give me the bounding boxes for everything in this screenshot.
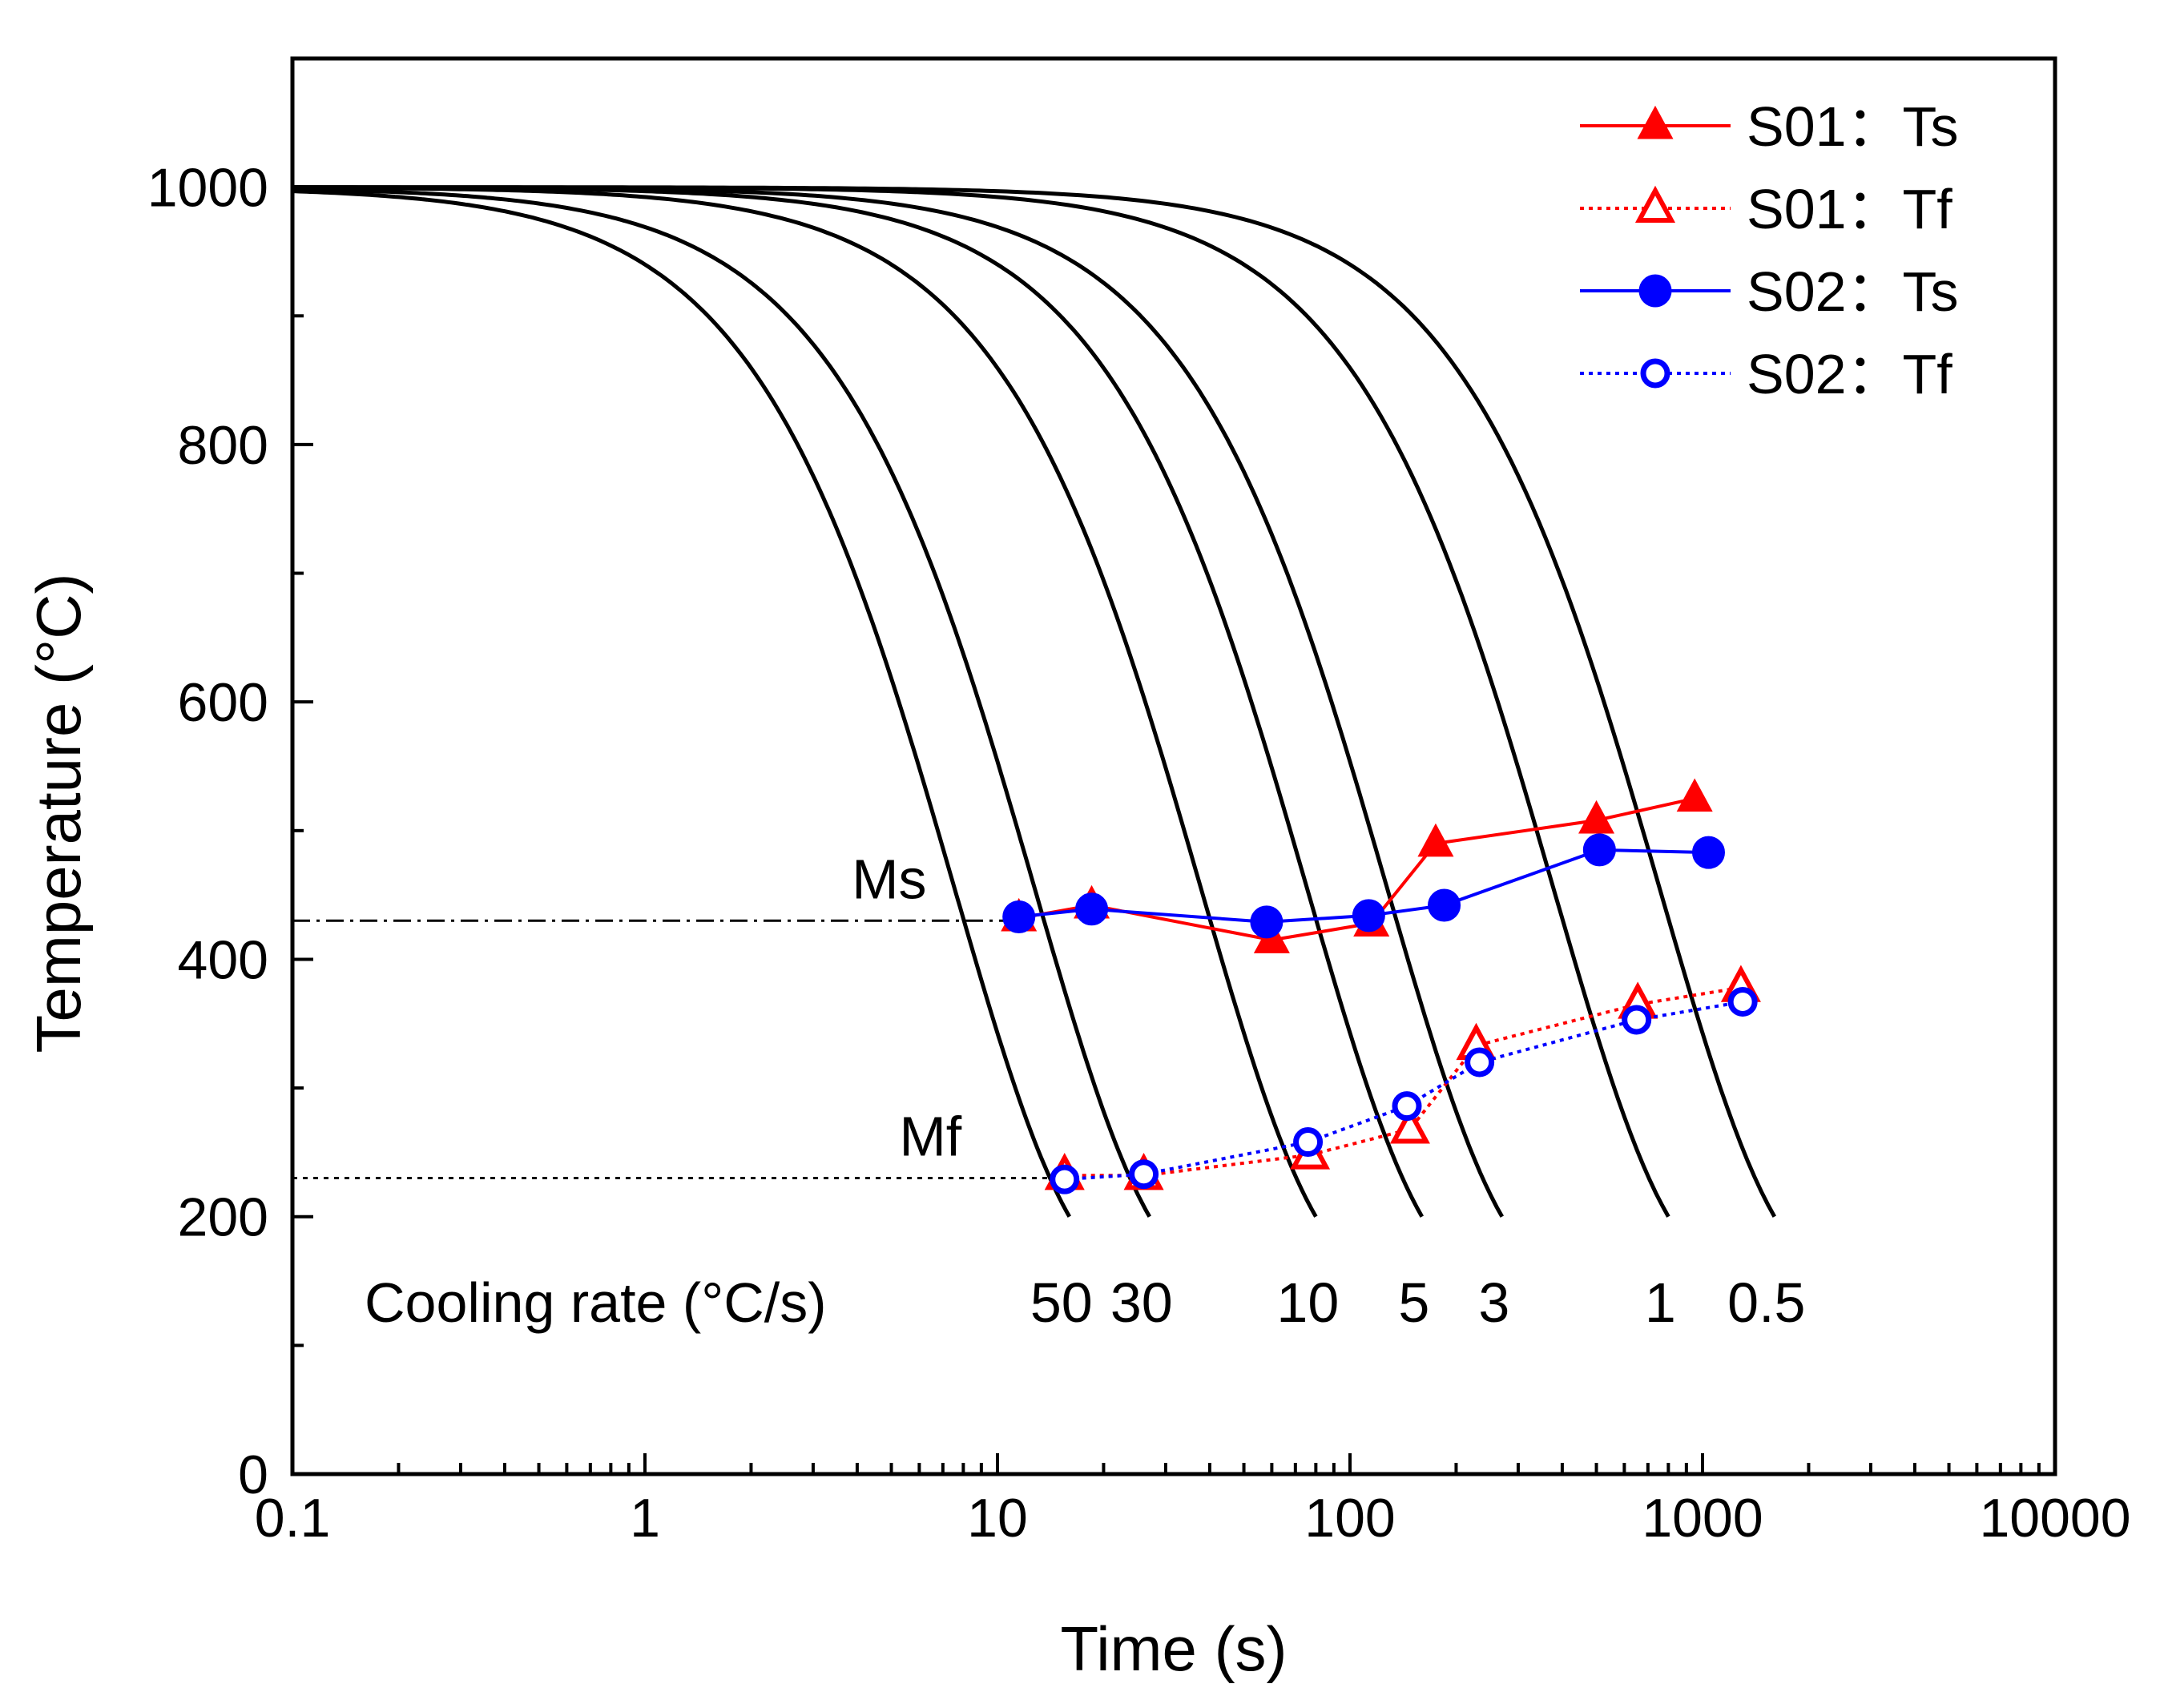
x-tick-label: 1000: [1642, 1488, 1763, 1549]
x-tick-label: 100: [1304, 1488, 1395, 1549]
data-point: [1250, 905, 1284, 939]
data-point: [1622, 1005, 1652, 1035]
data-point: [1002, 900, 1036, 933]
data-point: [1389, 1106, 1430, 1144]
y-tick-label: 1000: [147, 158, 268, 219]
cooling-rate-value-label: 50: [1030, 1271, 1093, 1334]
data-point: [1417, 823, 1454, 857]
cooling-rate-value-label: 10: [1276, 1271, 1339, 1334]
plot-frame: [290, 56, 2057, 1476]
y-tick-label: 400: [178, 929, 268, 990]
y-axis-label: Temperature (°C): [23, 573, 94, 1053]
cooling-rate-label: Cooling rate (°C/s): [365, 1271, 827, 1334]
data-point: [1352, 899, 1385, 933]
cooling-curve-0_5: [292, 185, 1776, 1218]
legend-label: S02：Ts: [1747, 260, 1959, 323]
x-tick-label: 10000: [1979, 1488, 2130, 1549]
cooling-rate-value-label: 0.5: [1727, 1271, 1805, 1334]
data-point: [1428, 888, 1461, 922]
data-point: [1582, 833, 1616, 867]
legend-entry: S01：Tf: [1580, 178, 1952, 240]
data-point: [1392, 1091, 1422, 1122]
cooling-rate-value-label: 3: [1478, 1271, 1509, 1334]
cooling-rate-value-label: 30: [1110, 1271, 1173, 1334]
legend-entry: S02：Tf: [1580, 343, 1952, 405]
data-point: [1691, 836, 1725, 869]
data-point: [1727, 986, 1758, 1017]
legend-marker: [1640, 358, 1670, 389]
legend-entry: S01：Ts: [1580, 95, 1959, 158]
cooling-curves: 50 30 10 5 3 1 0.5: [292, 185, 1805, 1334]
legend-marker: [1634, 185, 1676, 223]
x-tick-label: 0.1: [255, 1488, 331, 1549]
legend-label: S02：Tf: [1747, 343, 1952, 405]
ref-label-mf: Mf: [899, 1106, 961, 1168]
reference-lines: Ms Mf: [292, 848, 1060, 1180]
y-tick-label: 200: [178, 1187, 268, 1248]
series-1: [1044, 965, 1761, 1190]
legend-label: S01：Ts: [1747, 95, 1959, 158]
data-point: [1129, 1159, 1159, 1190]
ref-label-ms: Ms: [852, 848, 926, 910]
legend-label: S01：Tf: [1747, 178, 1952, 240]
x-tick-label: 1: [630, 1488, 660, 1549]
data-point: [1465, 1047, 1495, 1078]
cooling-rate-value-label: 5: [1398, 1271, 1429, 1334]
x-tick-label: 10: [967, 1488, 1028, 1549]
data-point: [1075, 892, 1109, 926]
series-3: [1050, 986, 1758, 1194]
data-point: [1293, 1127, 1324, 1158]
legend: S01：Ts S01：Tf S02：Ts S02：Tf: [1580, 95, 1959, 405]
y-tick-label: 600: [178, 672, 268, 733]
data-point: [1578, 800, 1615, 834]
legend-marker: [1638, 274, 1672, 308]
y-tick-label: 800: [178, 415, 268, 476]
y-tick-label: 0: [238, 1444, 268, 1505]
legend-entry: S02：Ts: [1580, 260, 1959, 323]
data-point: [1050, 1164, 1080, 1194]
series-2: [1002, 833, 1725, 939]
cooling-rate-value-label: 1: [1645, 1271, 1676, 1334]
data-point: [1676, 778, 1713, 812]
cooling-curve-30: [292, 187, 1151, 1218]
cooling-curve-50: [292, 189, 1071, 1218]
legend-marker: [1637, 105, 1674, 139]
axes: 0.1 1 10 100 1000 10000 0 200 400 600 800 1000: [147, 56, 2131, 1549]
data-series: [1001, 778, 1761, 1194]
x-axis-label: Time (s): [1060, 1613, 1287, 1684]
